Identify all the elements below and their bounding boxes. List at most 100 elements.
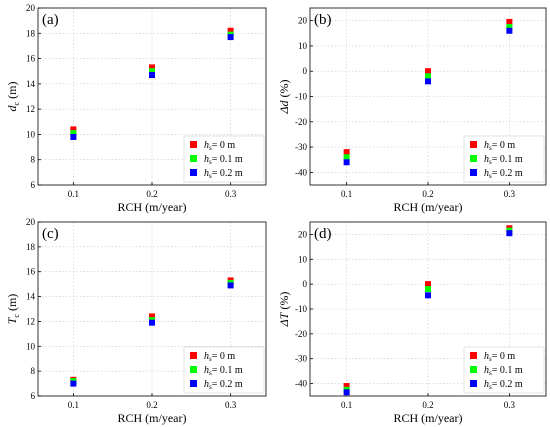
legend-text: = 0 m <box>212 140 236 151</box>
x-tick-label: 0.1 <box>341 189 352 199</box>
panel-label: (b) <box>314 12 332 28</box>
legend-marker <box>190 141 197 148</box>
legend-entry: hs= 0 m <box>484 351 515 363</box>
legend-entry: hs= 0.1 m <box>204 154 243 166</box>
data-point-series-3 <box>425 292 431 299</box>
data-point-series-1 <box>343 383 350 390</box>
y-axis-label-subscript: c <box>12 314 21 318</box>
data-point-series-1 <box>149 64 155 71</box>
y-tick-label: -20 <box>295 329 307 339</box>
legend-subscript: s <box>209 158 212 166</box>
data-point-series-3 <box>343 389 350 396</box>
y-tick-label: 8 <box>31 366 36 376</box>
legend-entry: hs= 0 m <box>484 140 515 152</box>
y-tick-label: 18 <box>26 28 36 38</box>
data-point-series-3 <box>227 34 234 41</box>
panel-label: (c) <box>42 226 59 242</box>
x-tick-label: 0.1 <box>68 400 79 410</box>
legend-entry: hs= 0.1 m <box>484 154 523 166</box>
legend-symbol: h <box>204 351 209 362</box>
data-point-series-3 <box>149 319 155 326</box>
legend-marker <box>470 141 477 148</box>
legend-entry: hs= 0 m <box>204 351 235 363</box>
y-axis-label-unit: (%) <box>277 292 291 313</box>
data-point-series-2 <box>425 286 431 293</box>
y-axis-label-unit: (m) <box>5 294 19 314</box>
x-axis-label: RCH (m/year) <box>394 200 463 214</box>
legend-box <box>463 346 545 394</box>
legend: hs= 0 mhs= 0.1 mhs= 0.2 m <box>183 346 265 394</box>
legend-subscript: s <box>209 172 212 180</box>
y-tick-label: 14 <box>26 292 36 302</box>
y-tick-label: -30 <box>295 354 307 364</box>
panel-label: (d) <box>314 226 332 242</box>
panel-label: (a) <box>42 12 59 28</box>
data-point-series-1 <box>149 313 155 320</box>
legend-marker <box>470 352 477 359</box>
legend-marker <box>470 366 477 373</box>
legend-text: = 0.1 m <box>492 154 523 165</box>
y-tick-label: 12 <box>26 104 35 114</box>
data-point-series-2 <box>343 154 350 161</box>
y-tick-label: -20 <box>295 117 307 127</box>
data-point-series-3 <box>425 78 431 85</box>
x-tick-label: 0.2 <box>146 189 157 199</box>
legend-subscript: s <box>489 383 492 391</box>
legend-symbol: h <box>484 351 489 362</box>
y-tick-label: -40 <box>295 167 307 177</box>
legend: hs= 0 mhs= 0.1 mhs= 0.2 m <box>463 346 545 394</box>
legend-marker <box>470 380 477 387</box>
legend-symbol: h <box>484 168 489 179</box>
y-tick-label: 20 <box>26 217 36 227</box>
y-tick-label: 20 <box>26 3 36 13</box>
panel-a: 6 8 10 12 14 16 18 20 0.1 0.2 0.3 RCH (m/year) dc (m… <box>5 3 267 214</box>
legend-entry: hs= 0.2 m <box>204 168 243 180</box>
x-tick-label: 0.3 <box>225 400 237 410</box>
legend-symbol: h <box>204 168 209 179</box>
x-tick-label: 0.2 <box>422 400 433 410</box>
y-tick-label: -10 <box>295 304 307 314</box>
data-point-series-1 <box>425 281 431 288</box>
legend-marker <box>190 380 197 387</box>
data-point-series-1 <box>70 126 77 133</box>
legend-subscript: s <box>489 369 492 377</box>
legend-text: = 0 m <box>212 351 236 362</box>
y-axis-label-symbol: ΔT <box>277 311 291 327</box>
legend-entry: hs= 0.2 m <box>204 379 243 391</box>
y-tick-label: -40 <box>295 379 307 389</box>
y-tick-label: 6 <box>31 391 36 401</box>
y-tick-label: 10 <box>26 341 36 351</box>
legend-subscript: s <box>209 355 212 363</box>
legend-symbol: h <box>484 365 489 376</box>
panel-b: -40 -30 -20 -10 0 10 20 0.1 0.2 0.3 RCH (m/year) Δd… <box>277 7 547 214</box>
legend-text: = 0.1 m <box>492 365 523 376</box>
data-point-series-2 <box>70 130 77 137</box>
x-tick-label: 0.1 <box>68 189 79 199</box>
y-axis-label-symbol: T <box>5 316 19 324</box>
data-point-series-1 <box>343 149 350 156</box>
legend-symbol: h <box>484 154 489 165</box>
legend-symbol: h <box>204 365 209 376</box>
y-tick-label: 0 <box>303 279 308 289</box>
legend-text: = 0 m <box>492 140 516 151</box>
legend-subscript: s <box>209 144 212 152</box>
y-tick-label: 0 <box>303 66 308 76</box>
legend-marker <box>470 155 477 162</box>
data-point-series-1 <box>425 68 431 75</box>
legend-subscript: s <box>489 144 492 152</box>
legend-subscript: s <box>209 383 212 391</box>
legend-entry: hs= 0 m <box>204 140 235 152</box>
data-point-series-3 <box>149 72 155 79</box>
legend-text: = 0.2 m <box>212 379 243 390</box>
data-point-series-3 <box>70 133 77 140</box>
data-point-series-3 <box>343 159 350 166</box>
y-tick-label: 16 <box>26 54 36 64</box>
y-axis-label-unit: (m) <box>5 82 19 102</box>
y-tick-label: 20 <box>298 229 308 239</box>
y-axis-label: ΔT (%) <box>277 292 291 328</box>
data-point-series-2 <box>425 73 431 80</box>
legend-symbol: h <box>484 379 489 390</box>
y-axis-label: dc (m) <box>5 82 21 112</box>
legend-subscript: s <box>489 158 492 166</box>
legend: hs= 0 mhs= 0.1 mhs= 0.2 m <box>463 135 545 183</box>
